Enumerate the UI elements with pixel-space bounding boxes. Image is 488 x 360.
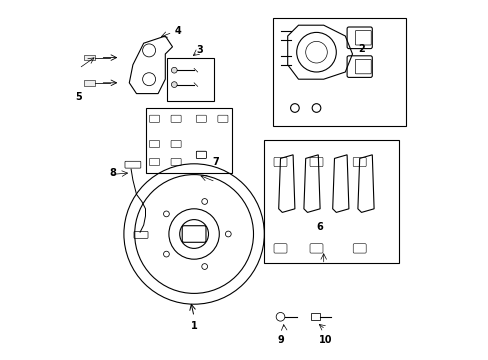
Text: 4: 4	[174, 26, 181, 36]
FancyBboxPatch shape	[84, 80, 95, 86]
Text: 9: 9	[277, 335, 284, 345]
Text: 7: 7	[212, 157, 219, 167]
Text: 2: 2	[357, 44, 364, 54]
Text: 3: 3	[196, 45, 203, 55]
Text: 8: 8	[109, 168, 116, 178]
Text: 1: 1	[190, 321, 197, 331]
FancyBboxPatch shape	[84, 55, 95, 60]
Circle shape	[171, 82, 177, 87]
Text: 5: 5	[75, 92, 82, 102]
Text: 6: 6	[316, 222, 323, 232]
Circle shape	[171, 67, 177, 73]
Text: 10: 10	[318, 335, 331, 345]
